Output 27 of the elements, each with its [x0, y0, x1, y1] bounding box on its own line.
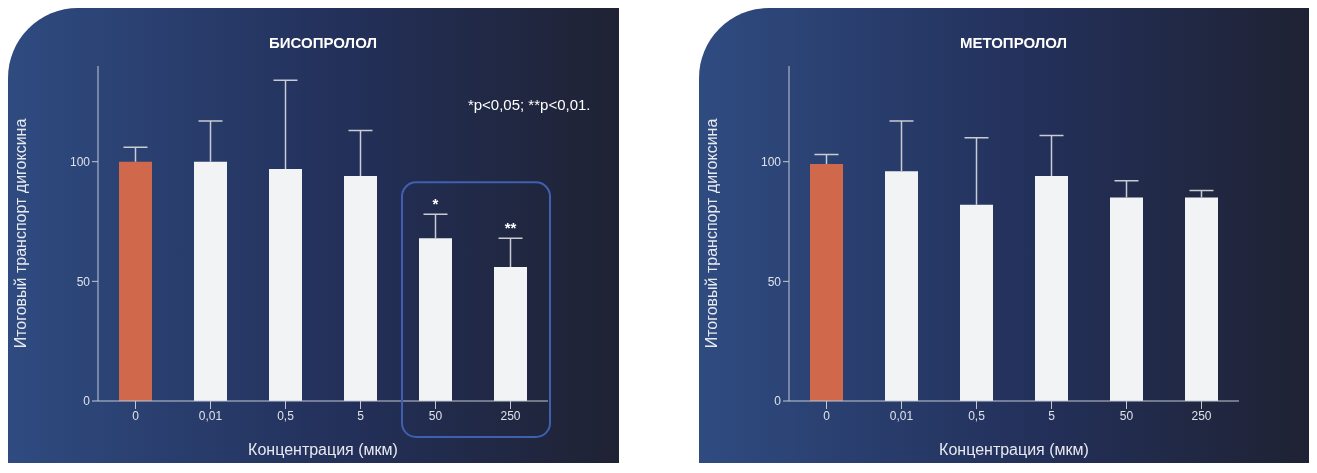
y-tick-label: 50 [76, 274, 91, 289]
x-tick-label: 0 [132, 408, 140, 423]
x-tick-label: 0,5 [277, 408, 295, 423]
x-tick-label: 0 [822, 408, 830, 423]
x-tick-label: 250 [500, 408, 521, 423]
annotation: *p<0,05; **p<0,01. [467, 96, 591, 113]
x-tick-label: 0,5 [967, 408, 985, 423]
y-tick-label: 0 [773, 394, 781, 409]
y-axis-title: Итоговый транспорт дигоксина [702, 118, 720, 349]
x-axis-title: Концентрация (мкм) [248, 441, 398, 458]
y-tick-label: 0 [83, 394, 91, 409]
y-tick-label: 100 [760, 154, 781, 169]
x-axis-title: Концентрация (мкм) [938, 441, 1089, 458]
x-tick-label: 0,01 [889, 408, 913, 423]
chart-title: БИСОПРОЛОЛ [268, 34, 378, 51]
x-tick-label: 50 [428, 408, 443, 423]
annotation: * [432, 195, 439, 213]
chart-title: МЕТОПРОЛОЛ [958, 34, 1069, 51]
y-tick-label: 100 [69, 154, 91, 169]
y-axis-title: Итоговый транспорт дигоксина [11, 118, 29, 349]
x-tick-label: 5 [1047, 408, 1055, 423]
x-tick-label: 0,01 [198, 408, 223, 423]
annotation: ** [504, 219, 517, 237]
y-tick-label: 50 [767, 274, 781, 289]
x-tick-label: 50 [1119, 408, 1133, 423]
x-tick-label: 250 [1190, 408, 1212, 423]
x-tick-label: 5 [357, 408, 365, 423]
